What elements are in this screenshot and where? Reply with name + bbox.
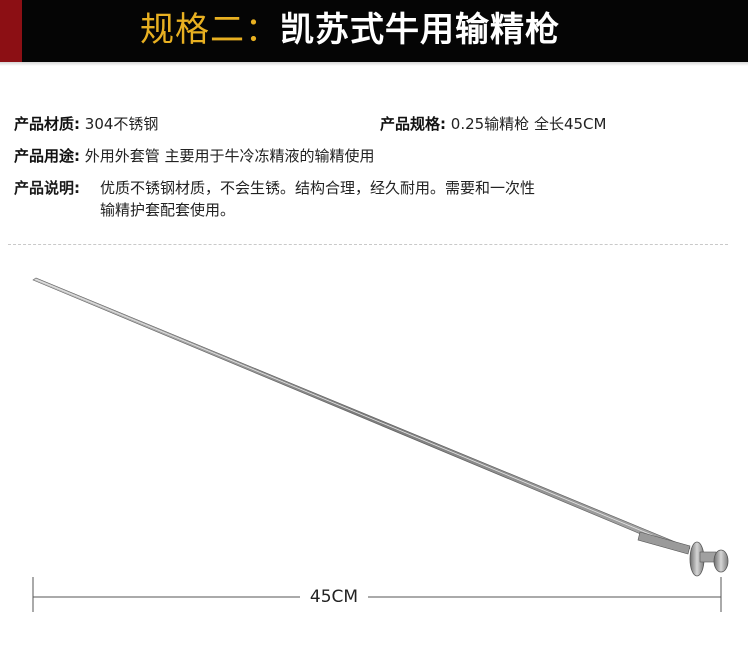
insemination-gun-image — [32, 277, 729, 612]
length-dimension-label: 45CM — [300, 586, 368, 608]
usage-row: 产品用途: 外用外套管 主要用于牛冷冻精液的输精使用 — [14, 145, 375, 167]
description-label: 产品说明: — [14, 179, 80, 197]
banner-title-prefix: 规格二： — [140, 10, 280, 50]
dimension-line — [32, 577, 722, 612]
description-line-2: 输精护套配套使用。 — [100, 201, 236, 219]
description-line-1: 优质不锈钢材质，不会生锈。结构合理，经久耐用。需要和一次性 — [100, 179, 536, 197]
dashed-divider — [8, 244, 728, 245]
usage-label: 产品用途: — [14, 147, 80, 165]
material-row: 产品材质: 304不锈钢 — [14, 113, 158, 135]
gun-handle — [689, 541, 729, 577]
material-value: 304不锈钢 — [84, 115, 159, 133]
spec-value: 0.25输精枪 全长45CM — [450, 115, 607, 133]
spec-label: 产品规格: — [380, 115, 446, 133]
banner-title-main: 凯苏式牛用输精枪 — [280, 10, 560, 50]
banner-accent-bar — [0, 0, 22, 62]
usage-value: 外用外套管 主要用于牛冷冻精液的输精使用 — [84, 147, 375, 165]
gun-plunger — [637, 531, 691, 555]
banner-shadow — [0, 62, 748, 66]
material-label: 产品材质: — [14, 115, 80, 133]
header-banner: 规格二：凯苏式牛用输精枪 — [0, 0, 748, 62]
gun-rod — [32, 277, 691, 554]
spec-row: 产品规格: 0.25输精枪 全长45CM — [380, 113, 606, 135]
banner-title: 规格二：凯苏式牛用输精枪 — [140, 8, 560, 52]
